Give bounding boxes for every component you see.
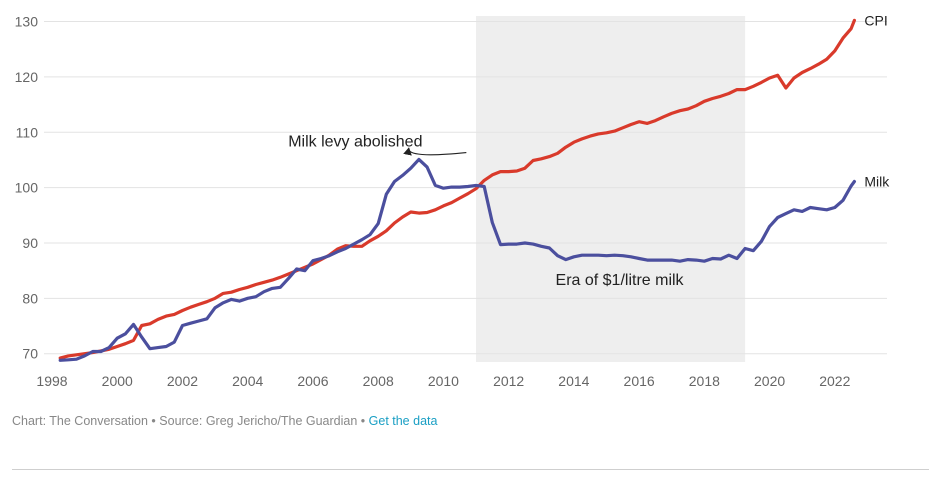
chart-credit: Chart: The Conversation — [12, 414, 148, 428]
x-tick-label: 2008 — [363, 373, 394, 389]
x-tick-label: 2010 — [428, 373, 459, 389]
annotation-arrow — [403, 147, 467, 156]
x-tick-label: 2020 — [754, 373, 785, 389]
x-tick-label: 2002 — [167, 373, 198, 389]
x-tick-label: 2012 — [493, 373, 524, 389]
chart-source: Source: Greg Jericho/The Guardian — [159, 414, 358, 428]
cpi-series-line — [58, 18, 856, 360]
x-tick-label: 2004 — [232, 373, 263, 389]
separator: • — [147, 414, 160, 428]
chart-footer: Chart: The Conversation • Source: Greg J… — [12, 414, 437, 428]
x-tick-label: 2022 — [819, 373, 850, 389]
shaded-era-region — [476, 16, 746, 362]
line-chart: 70 80 90 100 110 120 130 1998 2000 2002 2004 2006 2… — [15, 12, 891, 389]
x-tick-label: 2018 — [689, 373, 720, 389]
separator: • — [357, 414, 369, 428]
y-tick-label: 70 — [22, 346, 38, 362]
milk-series-label: Milk — [864, 174, 890, 190]
y-tick-label: 80 — [22, 290, 38, 306]
x-tick-label: 1998 — [36, 373, 67, 389]
era-label: Era of $1/litre milk — [556, 272, 685, 289]
gridlines — [44, 21, 887, 355]
cpi-series-label: CPI — [864, 12, 887, 28]
y-tick-label: 100 — [15, 180, 39, 196]
y-tick-label: 120 — [15, 69, 39, 85]
x-axis-ticks: 1998 2000 2002 2004 2006 2008 2010 2012 2014 2016… — [36, 373, 850, 389]
x-tick-label: 2016 — [624, 373, 655, 389]
y-tick-label: 130 — [15, 14, 39, 30]
bottom-divider — [12, 469, 929, 470]
get-the-data-link[interactable]: Get the data — [368, 414, 438, 428]
x-tick-label: 2014 — [558, 373, 589, 389]
y-axis-ticks: 70 80 90 100 110 120 130 — [15, 14, 39, 362]
x-tick-label: 2000 — [102, 373, 133, 389]
milk-levy-annotation: Milk levy abolished — [288, 134, 422, 151]
y-tick-label: 90 — [22, 235, 38, 251]
milk-series-line — [58, 157, 856, 362]
x-tick-label: 2006 — [297, 373, 328, 389]
y-tick-label: 110 — [16, 124, 39, 140]
